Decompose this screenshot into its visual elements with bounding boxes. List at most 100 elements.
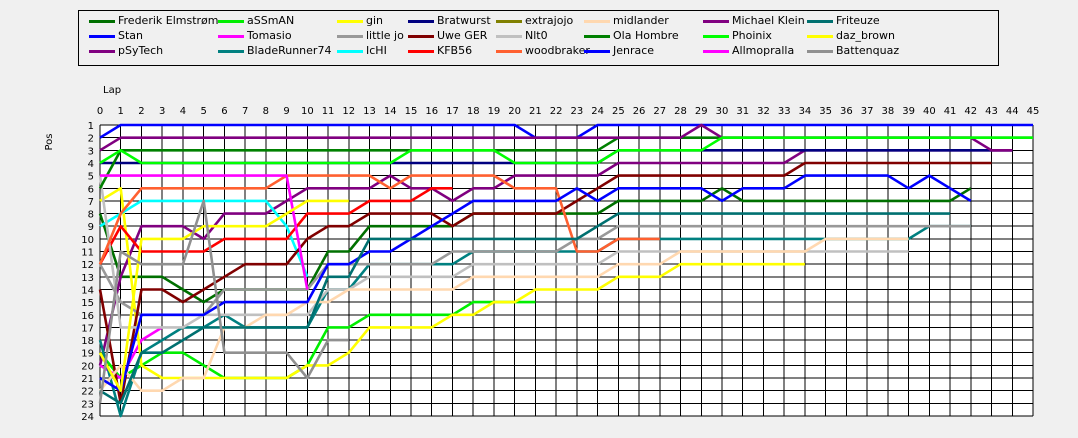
x-tick-label: 37 bbox=[861, 106, 874, 117]
legend-swatch bbox=[807, 50, 833, 53]
y-tick-label: 12 bbox=[81, 260, 94, 271]
x-tick-label: 30 bbox=[716, 106, 729, 117]
y-tick-label: 19 bbox=[81, 349, 94, 360]
x-tick-label: 25 bbox=[612, 106, 625, 117]
y-tick-label: 21 bbox=[81, 374, 94, 385]
series-line bbox=[98, 199, 349, 393]
x-tick-label: 21 bbox=[529, 106, 542, 117]
legend-swatch bbox=[584, 35, 610, 38]
legend-label: pSyTech bbox=[118, 44, 164, 57]
x-tick-label: 39 bbox=[902, 106, 915, 117]
x-tick-label: 43 bbox=[985, 106, 998, 117]
series-lines bbox=[98, 123, 1033, 418]
x-tick-label: 24 bbox=[591, 106, 604, 117]
legend-label: Michael Klein bbox=[732, 14, 805, 27]
legend-label: KFB56 bbox=[437, 44, 473, 57]
y-tick-label: 13 bbox=[81, 273, 94, 284]
x-tick-label: 1 bbox=[118, 106, 124, 117]
x-tick-label: 10 bbox=[301, 106, 314, 117]
legend-swatch bbox=[408, 50, 434, 53]
legend-swatch bbox=[218, 35, 244, 38]
x-tick-label: 2 bbox=[138, 106, 144, 117]
x-tick-label: 9 bbox=[283, 106, 289, 117]
x-tick-label: 26 bbox=[633, 106, 646, 117]
y-tick-label: 15 bbox=[81, 298, 94, 309]
x-tick-label: 41 bbox=[944, 106, 957, 117]
legend: Frederik Elmstrøm Stan pSyTech aSSmAN Tomasi… bbox=[78, 10, 999, 66]
x-tick-label: 35 bbox=[819, 106, 832, 117]
legend-label: Phoinix bbox=[732, 29, 772, 42]
series-line bbox=[98, 224, 971, 317]
x-tick-label: 36 bbox=[840, 106, 853, 117]
y-tick-label: 18 bbox=[81, 336, 94, 347]
legend-swatch bbox=[496, 35, 522, 38]
legend-swatch bbox=[584, 20, 610, 23]
x-tick-label: 28 bbox=[674, 106, 687, 117]
x-tick-label: 12 bbox=[342, 106, 355, 117]
y-tick-label: 3 bbox=[88, 146, 94, 157]
series-line bbox=[99, 174, 972, 393]
legend-swatch bbox=[807, 35, 833, 38]
x-tick-label: 3 bbox=[159, 106, 165, 117]
legend-label: Uwe GER bbox=[437, 29, 488, 42]
x-tick-label: 7 bbox=[242, 106, 248, 117]
x-tick-label: 20 bbox=[508, 106, 521, 117]
y-tick-label: 17 bbox=[81, 323, 94, 334]
x-tick-label: 32 bbox=[757, 106, 770, 117]
x-tick-label: 22 bbox=[550, 106, 563, 117]
legend-swatch bbox=[337, 20, 363, 23]
legend-swatch bbox=[337, 35, 363, 38]
legend-label: woodbraker bbox=[525, 44, 590, 57]
y-tick-label: 7 bbox=[88, 197, 94, 208]
x-tick-label: 8 bbox=[263, 106, 269, 117]
legend-label: Nlt0 bbox=[525, 29, 548, 42]
legend-label: Ola Hombre bbox=[613, 29, 679, 42]
legend-label: IcHI bbox=[366, 44, 387, 57]
y-tick-label: 23 bbox=[81, 399, 94, 410]
y-tick-label: 22 bbox=[81, 387, 94, 398]
series-line bbox=[99, 136, 1033, 165]
x-tick-label: 17 bbox=[446, 106, 459, 117]
legend-swatch bbox=[218, 50, 244, 53]
legend-label: Bratwurst bbox=[437, 14, 491, 27]
legend-label: Friteuze bbox=[836, 14, 880, 27]
x-tick-label: 16 bbox=[425, 106, 438, 117]
legend-label: little jo bbox=[366, 29, 404, 42]
y-axis-label: Pos bbox=[44, 133, 55, 150]
legend-label: extrajojo bbox=[525, 14, 574, 27]
y-tick-label: 1 bbox=[88, 121, 94, 132]
legend-swatch bbox=[496, 20, 522, 23]
x-tick-label: 44 bbox=[1006, 106, 1019, 117]
x-tick-label: 38 bbox=[881, 106, 894, 117]
legend-swatch bbox=[89, 20, 115, 23]
y-tick-label: 5 bbox=[88, 172, 94, 183]
x-tick-label: 42 bbox=[964, 106, 977, 117]
legend-swatch bbox=[584, 50, 610, 53]
x-tick-label: 29 bbox=[695, 106, 708, 117]
legend-label: Jenrace bbox=[613, 44, 655, 57]
legend-swatch bbox=[89, 50, 115, 53]
y-tick-label: 8 bbox=[88, 210, 94, 221]
legend-label: BladeRunner74 bbox=[247, 44, 332, 57]
x-tick-label: 14 bbox=[384, 106, 397, 117]
x-tick-label: 19 bbox=[488, 106, 501, 117]
y-tick-label: 2 bbox=[88, 134, 94, 145]
x-tick-label: 23 bbox=[570, 106, 583, 117]
legend-label: Battenquaz bbox=[836, 44, 900, 57]
legend-swatch bbox=[337, 50, 363, 53]
y-tick-label: 9 bbox=[88, 222, 94, 233]
legend-swatch bbox=[703, 35, 729, 38]
grid bbox=[99, 124, 1034, 417]
legend-label: Tomasio bbox=[247, 29, 292, 42]
y-tick-label: 11 bbox=[81, 248, 94, 259]
x-tick-label: 45 bbox=[1027, 106, 1040, 117]
y-tick-label: 10 bbox=[81, 235, 94, 246]
series-line bbox=[98, 300, 536, 380]
x-tick-label: 13 bbox=[363, 106, 376, 117]
legend-label: Stan bbox=[118, 29, 144, 42]
legend-swatch bbox=[408, 35, 434, 38]
y-tick-label: 20 bbox=[81, 361, 94, 372]
x-tick-label: 15 bbox=[405, 106, 418, 117]
x-tick-label: 40 bbox=[923, 106, 936, 117]
